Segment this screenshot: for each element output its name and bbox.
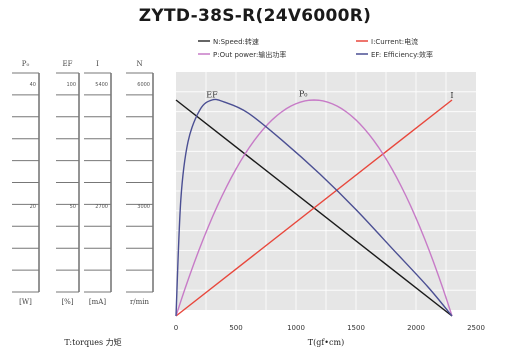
- left-axis-top-value: 5400: [95, 82, 108, 88]
- legend-label: P:Out power:输出功率: [213, 50, 286, 59]
- legend-label: EF: Efficiency:效率: [371, 50, 433, 59]
- left-axis-mid-value: 2700: [95, 204, 108, 210]
- left-axis-header: EF: [63, 60, 73, 68]
- left-axis-unit: r/min: [130, 298, 150, 306]
- left-value-axes: P₀ 40 20 [W] EF 100 50 [%] I 5400 2700 [mA] N 6000 300…: [12, 60, 154, 306]
- x-tick-label: 2500: [467, 324, 485, 332]
- series-label-i: I: [450, 91, 453, 100]
- left-axis-unit: [mA]: [89, 298, 106, 306]
- series-line-i: [175, 99, 453, 317]
- x-ticks: 0 500 1000 1500 2000 2500: [174, 324, 485, 332]
- left-axis-header: I: [96, 60, 99, 68]
- left-axis-unit: [%]: [61, 298, 73, 306]
- x-tick-label: 2000: [407, 324, 425, 332]
- series-label-p: P₀: [299, 89, 308, 98]
- left-axis-top-value: 6000: [137, 82, 150, 88]
- left-axis-mid-value: 50: [70, 204, 76, 210]
- x-tick-label: 1500: [347, 324, 365, 332]
- series-labels: EF P₀ I: [206, 89, 453, 100]
- x-tick-label: 500: [229, 324, 242, 332]
- left-axis-header: P₀: [22, 60, 30, 68]
- left-axis-mid-value: 20: [30, 204, 36, 210]
- series-line-p: [175, 99, 453, 317]
- left-torque-label: T:torques 力矩: [64, 337, 121, 347]
- x-tick-label: 1000: [287, 324, 305, 332]
- legend-label: N:Speed:转速: [213, 37, 259, 46]
- x-tick-label: 0: [174, 324, 178, 332]
- legend: N:Speed:转速 I:Current:电流 P:Out power:输出功率 EF…: [198, 37, 433, 59]
- left-axis-unit: [W]: [19, 298, 32, 306]
- left-axis-top-value: 100: [66, 82, 76, 88]
- plot-grid: [176, 72, 476, 310]
- left-axis-mid-value: 3000: [137, 204, 150, 210]
- series-label-ef: EF: [206, 90, 218, 99]
- series-line-ef: [175, 98, 453, 317]
- left-axis-top-value: 40: [30, 82, 36, 88]
- series-group: [175, 98, 453, 317]
- chart-title: ZYTD-38S-R(24V6000R): [138, 6, 372, 26]
- left-axis-header: N: [136, 60, 142, 68]
- legend-label: I:Current:电流: [371, 37, 418, 46]
- x-axis-label: T(gf•cm): [308, 338, 344, 347]
